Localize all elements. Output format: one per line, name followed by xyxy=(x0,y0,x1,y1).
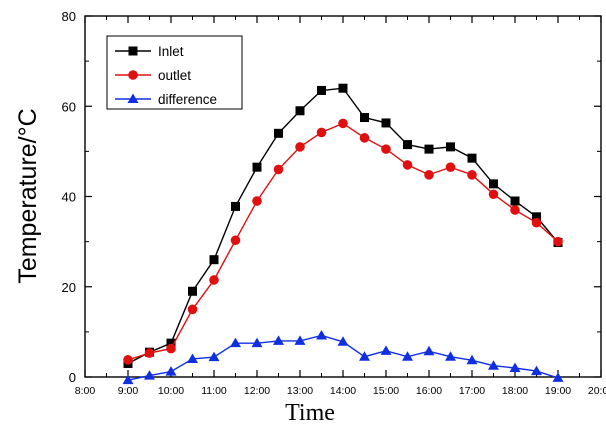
data-point-outlet xyxy=(230,235,241,246)
legend-marker-inlet xyxy=(128,46,138,56)
data-point-difference xyxy=(230,337,241,348)
x-tick-label: 19:00 xyxy=(545,385,571,397)
legend: Inlet outlet difference xyxy=(106,35,243,110)
series-layer xyxy=(122,83,564,385)
data-point-difference xyxy=(122,374,134,385)
legend-marker-outlet xyxy=(128,70,138,80)
data-point-outlet xyxy=(144,348,155,358)
data-point-inlet xyxy=(360,113,369,123)
data-point-inlet xyxy=(338,83,348,93)
data-point-inlet xyxy=(231,201,240,211)
data-point-difference xyxy=(144,370,155,380)
legend-item-outlet: outlet xyxy=(115,68,191,83)
data-point-difference xyxy=(251,337,263,348)
data-point-outlet xyxy=(338,118,348,129)
x-axis: 8:00 9:00 10:00 11:00 12:00 13:00 14:00 15:00 16… xyxy=(75,16,606,397)
y-axis: 0 20 40 60 80 xyxy=(62,9,601,385)
data-point-outlet xyxy=(295,142,305,152)
x-tick-label: 14:00 xyxy=(330,385,356,397)
x-tick-label: 12:00 xyxy=(244,385,270,397)
x-tick-label: 8:00 xyxy=(75,385,96,397)
data-point-difference xyxy=(466,354,478,365)
x-tick-label: 18:00 xyxy=(502,385,528,397)
y-tick-label: 80 xyxy=(62,9,76,24)
data-point-outlet xyxy=(424,170,434,180)
data-point-outlet xyxy=(252,196,262,206)
data-point-difference xyxy=(316,329,327,340)
x-tick-label: 11:00 xyxy=(201,385,227,397)
series-line-inlet xyxy=(127,87,559,365)
legend-marker-difference xyxy=(127,93,139,103)
x-tick-label: 16:00 xyxy=(416,385,442,397)
data-point-outlet xyxy=(273,164,284,175)
data-point-inlet xyxy=(467,153,477,163)
data-point-difference xyxy=(531,365,542,376)
data-point-difference xyxy=(488,360,499,370)
series-outlet xyxy=(123,118,563,365)
y-tick-label: 0 xyxy=(69,370,76,385)
data-point-inlet xyxy=(381,118,391,128)
x-tick-label: 9:00 xyxy=(118,385,139,397)
data-point-outlet xyxy=(531,217,542,228)
data-point-difference xyxy=(552,372,564,382)
data-point-outlet xyxy=(209,275,219,285)
data-point-inlet xyxy=(424,144,434,154)
data-point-outlet xyxy=(510,205,520,215)
legend-label-difference: difference xyxy=(158,92,217,107)
series-difference xyxy=(122,329,564,385)
data-point-inlet xyxy=(209,255,219,265)
data-point-inlet xyxy=(274,128,283,138)
data-point-difference xyxy=(208,351,220,362)
data-point-difference xyxy=(187,353,198,363)
data-point-inlet xyxy=(317,85,326,95)
data-point-difference xyxy=(294,335,306,345)
data-point-outlet xyxy=(553,236,563,247)
data-point-inlet xyxy=(188,286,197,296)
data-point-inlet xyxy=(166,338,176,348)
data-point-difference xyxy=(445,351,456,361)
data-point-outlet xyxy=(359,133,370,143)
x-tick-label: 17:00 xyxy=(459,385,485,397)
data-point-difference xyxy=(509,362,521,372)
data-point-outlet xyxy=(166,343,176,354)
x-tick-label: 10:00 xyxy=(158,385,184,397)
series-line-outlet xyxy=(127,122,559,361)
data-point-outlet xyxy=(187,304,198,315)
x-tick-label: 15:00 xyxy=(373,385,399,397)
data-point-difference xyxy=(165,366,177,376)
data-point-difference xyxy=(380,345,392,355)
data-point-difference xyxy=(337,336,349,346)
data-point-outlet xyxy=(402,160,413,170)
x-axis-label: Time xyxy=(285,400,335,426)
data-point-outlet xyxy=(445,162,456,172)
x-tick-label: 13:00 xyxy=(287,385,313,397)
legend-item-inlet: Inlet xyxy=(115,44,184,59)
x-tick-label: 20:00 xyxy=(588,385,606,397)
data-point-difference xyxy=(273,335,284,345)
data-point-outlet xyxy=(467,170,477,180)
y-tick-label: 60 xyxy=(62,99,76,114)
data-point-difference xyxy=(423,345,435,356)
data-point-difference xyxy=(402,351,413,361)
data-point-inlet xyxy=(489,179,498,189)
data-point-outlet xyxy=(488,189,499,200)
legend-label-inlet: Inlet xyxy=(158,44,184,59)
data-point-inlet xyxy=(252,162,262,172)
data-point-inlet xyxy=(446,142,455,152)
legend-item-difference: difference xyxy=(115,92,217,107)
data-point-difference xyxy=(359,351,370,361)
legend-label-outlet: outlet xyxy=(158,68,191,83)
data-point-inlet xyxy=(295,106,305,116)
data-point-outlet xyxy=(316,127,327,138)
y-axis-label: Temperature/°C xyxy=(14,108,42,283)
data-point-inlet xyxy=(532,212,541,222)
data-point-inlet xyxy=(510,196,520,206)
data-point-outlet xyxy=(123,355,133,365)
data-point-outlet xyxy=(381,144,391,154)
y-tick-label: 20 xyxy=(62,280,76,295)
y-tick-label: 40 xyxy=(62,190,76,205)
data-point-inlet xyxy=(403,140,412,150)
